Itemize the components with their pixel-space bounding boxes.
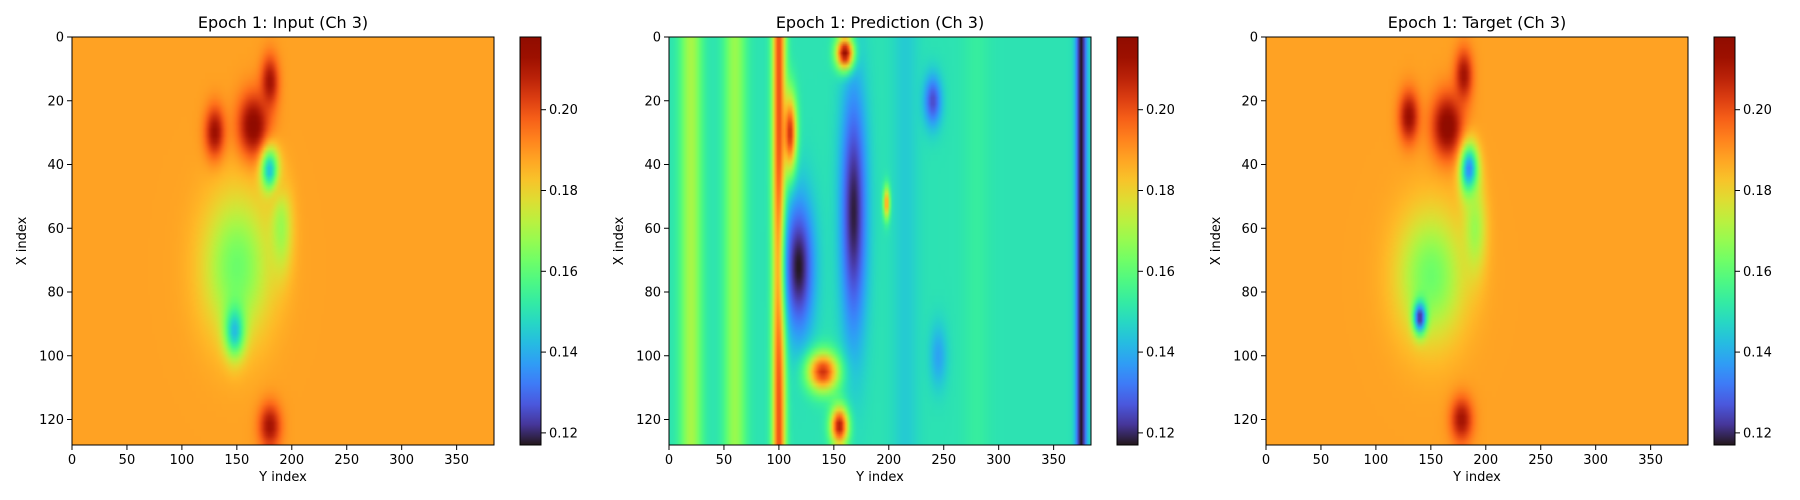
y-tick-label: 120 xyxy=(39,413,64,428)
colorbar-tick-label: 0.14 xyxy=(1146,346,1175,361)
y-tick-label: 0 xyxy=(1250,31,1258,46)
y-tick-label: 100 xyxy=(636,349,661,364)
heatmap-panel-3: Epoch 1: Target (Ch 3)0 50 100 150 200 250 300… xyxy=(1209,13,1772,485)
y-tick-label: 20 xyxy=(644,94,661,109)
colorbar-tick-label: 0.18 xyxy=(1743,184,1772,199)
x-tick-label: 0 xyxy=(665,453,673,468)
x-tick-label: 300 xyxy=(986,453,1011,468)
x-tick-label: 150 xyxy=(821,453,846,468)
y-tick-label: 40 xyxy=(47,158,64,173)
x-axis-label: Y index xyxy=(1452,470,1501,485)
axes-frame xyxy=(668,36,1092,446)
heatmap-panel-2: Epoch 1: Prediction (Ch 3)0 50 100 150 200 25… xyxy=(612,13,1175,485)
y-tick-label: 100 xyxy=(1233,349,1258,364)
y-tick-label: 120 xyxy=(636,413,661,428)
x-tick-label: 250 xyxy=(931,453,956,468)
axes-frame xyxy=(71,36,495,446)
colorbar-tick-label: 0.12 xyxy=(1146,426,1175,441)
x-tick-label: 150 xyxy=(224,453,249,468)
x-tick-label: 50 xyxy=(716,453,733,468)
colorbar xyxy=(1713,36,1736,446)
x-axis-label: Y index xyxy=(258,470,307,485)
y-tick-label: 20 xyxy=(47,94,64,109)
x-axis-label: Y index xyxy=(855,470,904,485)
x-tick-label: 300 xyxy=(1583,453,1608,468)
colorbar-tick-label: 0.12 xyxy=(549,426,578,441)
colorbar-tick-label: 0.16 xyxy=(549,265,578,280)
colorbar-tick-label: 0.18 xyxy=(549,184,578,199)
y-axis-label: X index xyxy=(612,216,627,265)
y-tick-label: 120 xyxy=(1233,413,1258,428)
x-tick-label: 200 xyxy=(876,453,901,468)
x-tick-label: 350 xyxy=(1041,453,1066,468)
heatmap-image xyxy=(72,37,494,445)
x-tick-label: 200 xyxy=(279,453,304,468)
y-tick-label: 0 xyxy=(653,31,661,46)
chart-title: Epoch 1: Prediction (Ch 3) xyxy=(776,13,984,32)
colorbar-tick-label: 0.16 xyxy=(1146,265,1175,280)
y-tick-label: 40 xyxy=(1241,158,1258,173)
y-tick-label: 20 xyxy=(1241,94,1258,109)
x-tick-label: 0 xyxy=(1262,453,1270,468)
x-tick-label: 50 xyxy=(119,453,136,468)
x-tick-label: 350 xyxy=(1638,453,1663,468)
x-tick-label: 250 xyxy=(334,453,359,468)
heatmap-panel-1: Epoch 1: Input (Ch 3)0 50 100 150 200 250 300 3… xyxy=(15,13,578,485)
y-axis-label: X index xyxy=(1209,216,1224,265)
y-tick-label: 80 xyxy=(644,286,661,301)
chart-title: Epoch 1: Target (Ch 3) xyxy=(1388,13,1566,32)
y-tick-label: 0 xyxy=(56,31,64,46)
y-tick-label: 80 xyxy=(1241,286,1258,301)
colorbar-tick-label: 0.20 xyxy=(1146,103,1175,118)
y-tick-label: 60 xyxy=(47,222,64,237)
colorbar-tick-label: 0.12 xyxy=(1743,426,1772,441)
y-axis-label: X index xyxy=(15,216,30,265)
x-tick-label: 100 xyxy=(169,453,194,468)
y-tick-label: 100 xyxy=(39,349,64,364)
y-tick-label: 40 xyxy=(644,158,661,173)
x-tick-label: 250 xyxy=(1528,453,1553,468)
axes-frame xyxy=(1265,36,1689,446)
y-tick-label: 80 xyxy=(47,286,64,301)
heatmap-image xyxy=(1266,37,1688,445)
colorbar-tick-label: 0.16 xyxy=(1743,265,1772,280)
x-tick-label: 150 xyxy=(1418,453,1443,468)
colorbar-tick-label: 0.20 xyxy=(1743,103,1772,118)
colorbar xyxy=(519,36,542,446)
colorbar-tick-label: 0.14 xyxy=(1743,346,1772,361)
colorbar-tick-label: 0.14 xyxy=(549,346,578,361)
x-tick-label: 350 xyxy=(444,453,469,468)
heatmap-image xyxy=(669,37,1091,445)
y-tick-label: 60 xyxy=(644,222,661,237)
x-tick-label: 100 xyxy=(766,453,791,468)
colorbar-tick-label: 0.20 xyxy=(549,103,578,118)
x-tick-label: 200 xyxy=(1473,453,1498,468)
x-tick-label: 0 xyxy=(68,453,76,468)
x-tick-label: 50 xyxy=(1313,453,1330,468)
colorbar xyxy=(1116,36,1139,446)
x-tick-label: 100 xyxy=(1363,453,1388,468)
y-tick-label: 60 xyxy=(1241,222,1258,237)
colorbar-tick-label: 0.18 xyxy=(1146,184,1175,199)
x-tick-label: 300 xyxy=(389,453,414,468)
chart-title: Epoch 1: Input (Ch 3) xyxy=(198,13,368,32)
